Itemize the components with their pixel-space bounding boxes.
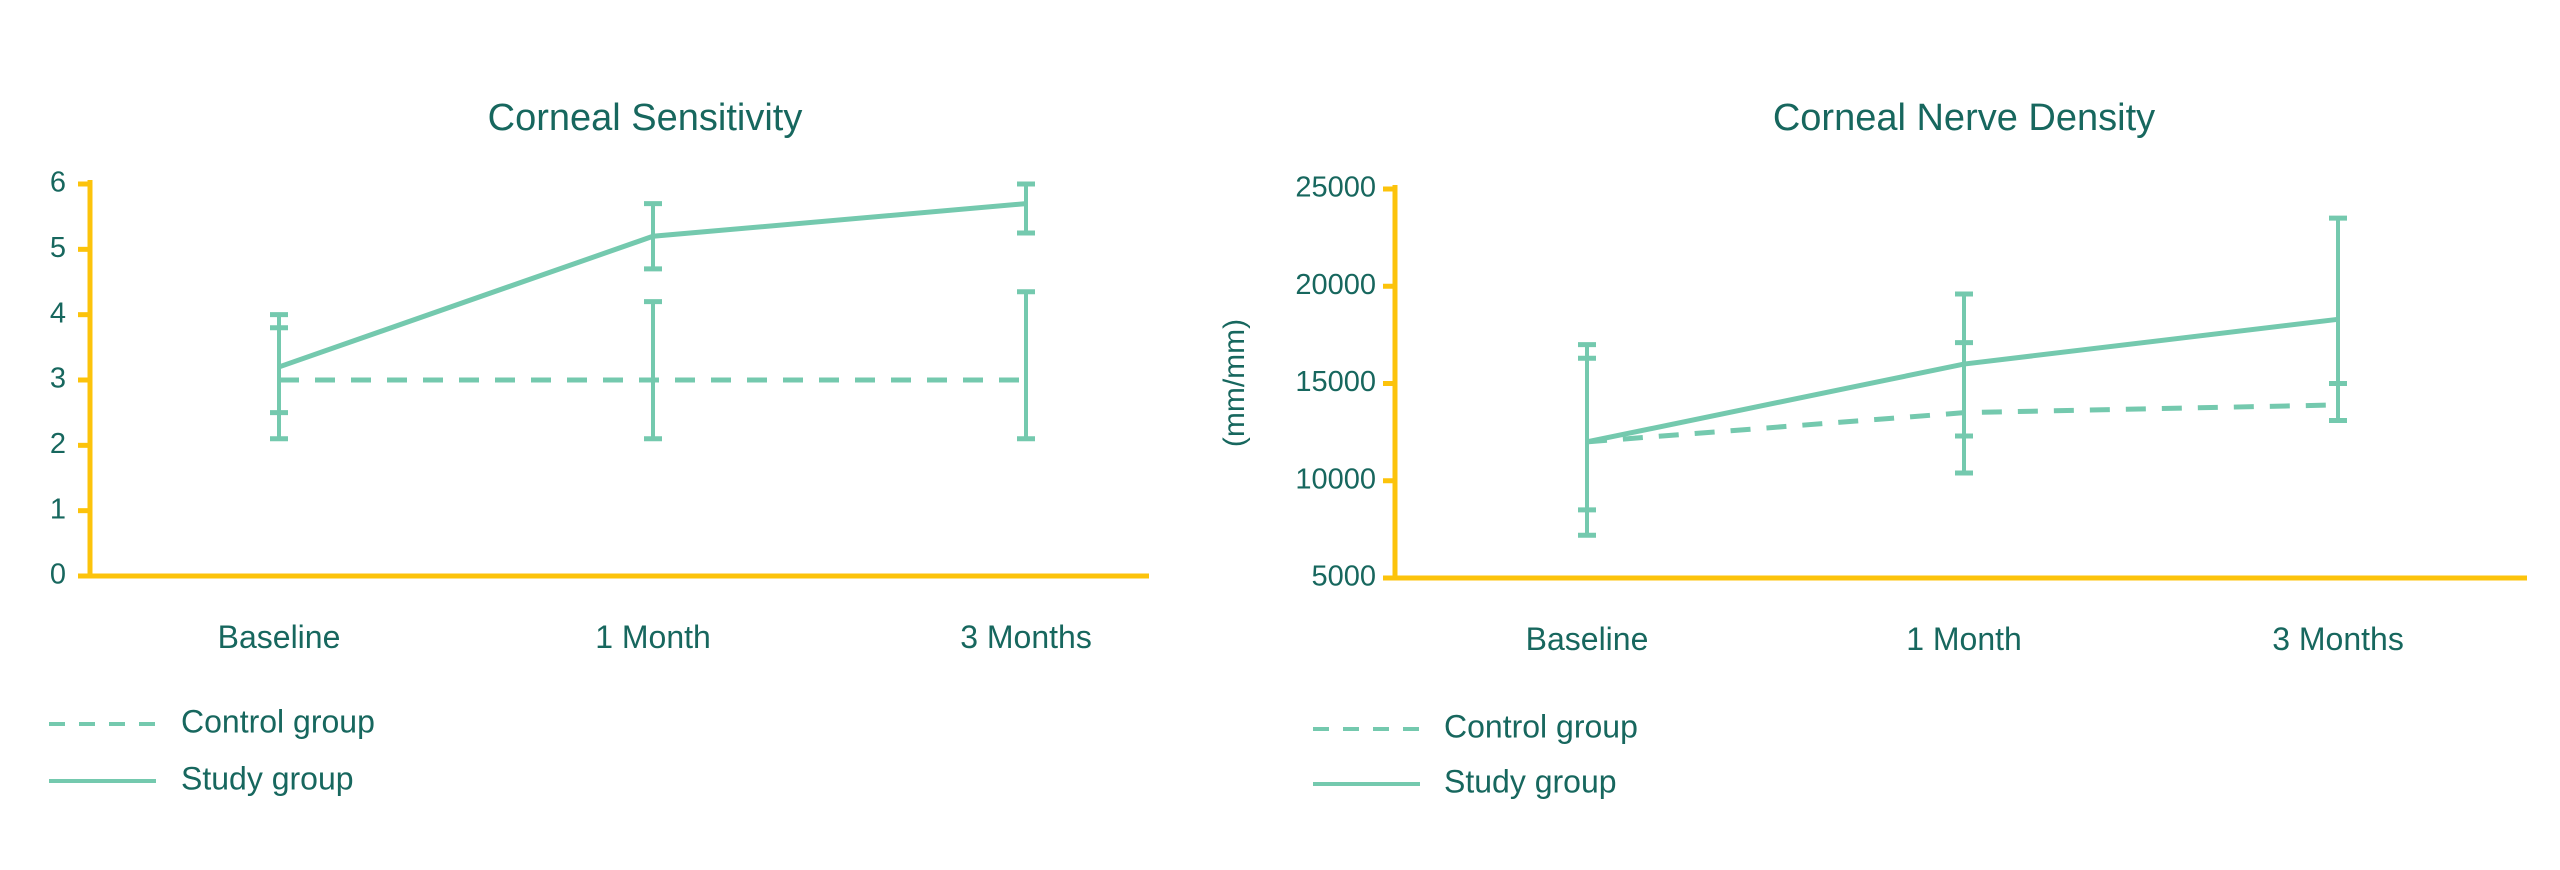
y-tick-label: 3 [50,363,66,395]
x-tick-label: 3 Months [960,619,1092,655]
x-tick-label: Baseline [1526,621,1649,657]
x-tick-label: 1 Month [595,619,711,655]
y-tick-label: 4 [50,297,66,329]
chart-title: Corneal Nerve Density [1773,97,2155,139]
y-tick-label: 0 [50,559,66,591]
y-tick-label: 10000 [1295,463,1376,495]
x-tick-label: Baseline [218,619,341,655]
y-tick-label: 2 [50,428,66,460]
legend-label: Study group [181,760,354,796]
x-tick-label: 3 Months [2272,621,2404,657]
y-tick-label: 5000 [1311,561,1376,593]
corneal-nerve-density-chart: Corneal Nerve Density (mm/mm) 5000 10000 1… [1218,97,2527,799]
y-axis-label: (mm/mm) [1218,319,1251,447]
y-tick-label: 6 [50,167,66,199]
legend-label: Control group [181,703,375,739]
corneal-sensitivity-chart: Corneal Sensitivity 0 1 2 3 4 5 6 Baseline 1 Mon… [49,97,1149,796]
y-tick-label: 5 [50,232,66,264]
y-tick-label: 25000 [1295,172,1376,204]
x-tick-label: 1 Month [1906,621,2022,657]
y-tick-label: 20000 [1295,269,1376,301]
y-tick-label: 15000 [1295,366,1376,398]
legend-label: Study group [1444,763,1617,799]
legend-label: Control group [1444,708,1638,744]
y-tick-label: 1 [50,493,66,525]
chart-title: Corneal Sensitivity [488,97,803,139]
